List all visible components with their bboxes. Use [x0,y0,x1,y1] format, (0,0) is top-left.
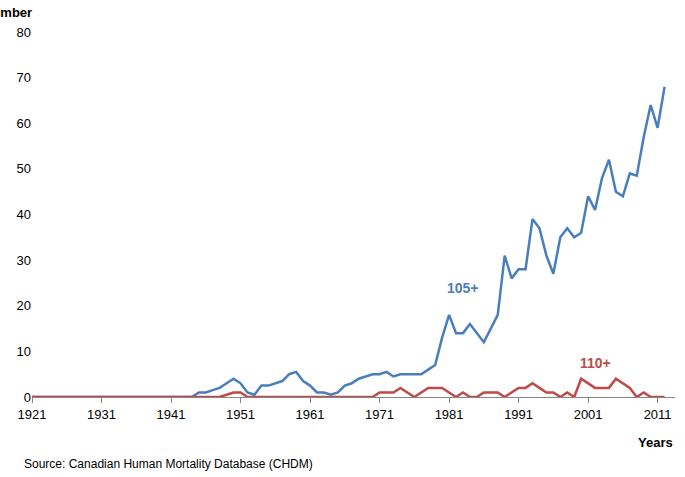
svg-text:1951: 1951 [226,407,255,422]
svg-text:30: 30 [17,253,31,268]
svg-text:60: 60 [17,116,31,131]
svg-text:2011: 2011 [644,407,672,422]
svg-text:1981: 1981 [435,407,464,422]
svg-text:Source: Canadian Human Mortali: Source: Canadian Human Mortality Databas… [24,457,313,471]
svg-text:10: 10 [17,344,31,359]
svg-text:1961: 1961 [296,407,325,422]
svg-text:70: 70 [17,70,31,85]
svg-text:105+: 105+ [447,280,479,296]
svg-text:Number: Number [0,5,32,20]
svg-text:1931: 1931 [87,407,116,422]
svg-text:Years: Years [638,435,673,450]
svg-text:80: 80 [17,25,31,40]
svg-text:1991: 1991 [504,407,533,422]
svg-text:50: 50 [17,161,31,176]
svg-text:110+: 110+ [580,355,611,371]
svg-text:0: 0 [24,390,31,405]
svg-text:1941: 1941 [157,407,186,422]
svg-text:1921: 1921 [18,407,47,422]
svg-text:40: 40 [17,207,31,222]
svg-text:20: 20 [17,298,31,313]
svg-text:1971: 1971 [365,407,394,422]
svg-text:2001: 2001 [574,407,603,422]
